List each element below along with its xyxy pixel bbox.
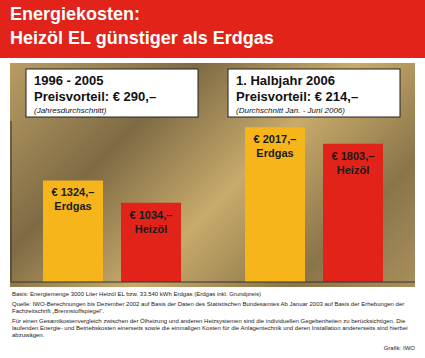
svg-text:€ 1324,–: € 1324,– <box>52 186 95 198</box>
svg-text:Heizöl: Heizöl <box>337 164 369 176</box>
html-text:Energiekosten:: Energiekosten: <box>10 4 140 24</box>
svg-text:Preisvorteil: € 214,–: Preisvorteil: € 214,– <box>236 89 358 104</box>
svg-text:Erdgas: Erdgas <box>54 200 91 212</box>
html-text:Für einen Gesamtkostenvergleic: Für einen Gesamtkostenvergleich zwischen… <box>12 318 408 338</box>
svg-text:€ 2017,–: € 2017,– <box>254 133 297 145</box>
html-text:Heizöl EL günstiger als Erdgas: Heizöl EL günstiger als Erdgas <box>10 28 274 48</box>
svg-text:€ 1034,–: € 1034,– <box>130 209 173 221</box>
svg-text:1. Halbjahr 2006: 1. Halbjahr 2006 <box>236 73 335 88</box>
svg-text:Heizöl: Heizöl <box>135 223 167 235</box>
html-text:Grafik: IWO: Grafik: IWO <box>383 345 415 351</box>
svg-text:€ 1803,–: € 1803,– <box>332 150 375 162</box>
svg-text:Preisvorteil: € 290,–: Preisvorteil: € 290,– <box>34 89 156 104</box>
html-text:Quelle: IWO-Berechnungen bis D: Quelle: IWO-Berechnungen bis Dezember 20… <box>12 301 405 314</box>
svg-text:1996 - 2005: 1996 - 2005 <box>34 73 103 88</box>
html-text:Basis: Energiemenge 3000 Liter: Basis: Energiemenge 3000 Liter Heizöl EL… <box>12 291 261 297</box>
svg-text:(Jahresdurchschnitt): (Jahresdurchschnitt) <box>34 106 107 115</box>
svg-text:Erdgas: Erdgas <box>256 147 293 159</box>
svg-text:(Durchschnitt Jan. - Juni 2006: (Durchschnitt Jan. - Juni 2006) <box>236 106 345 115</box>
